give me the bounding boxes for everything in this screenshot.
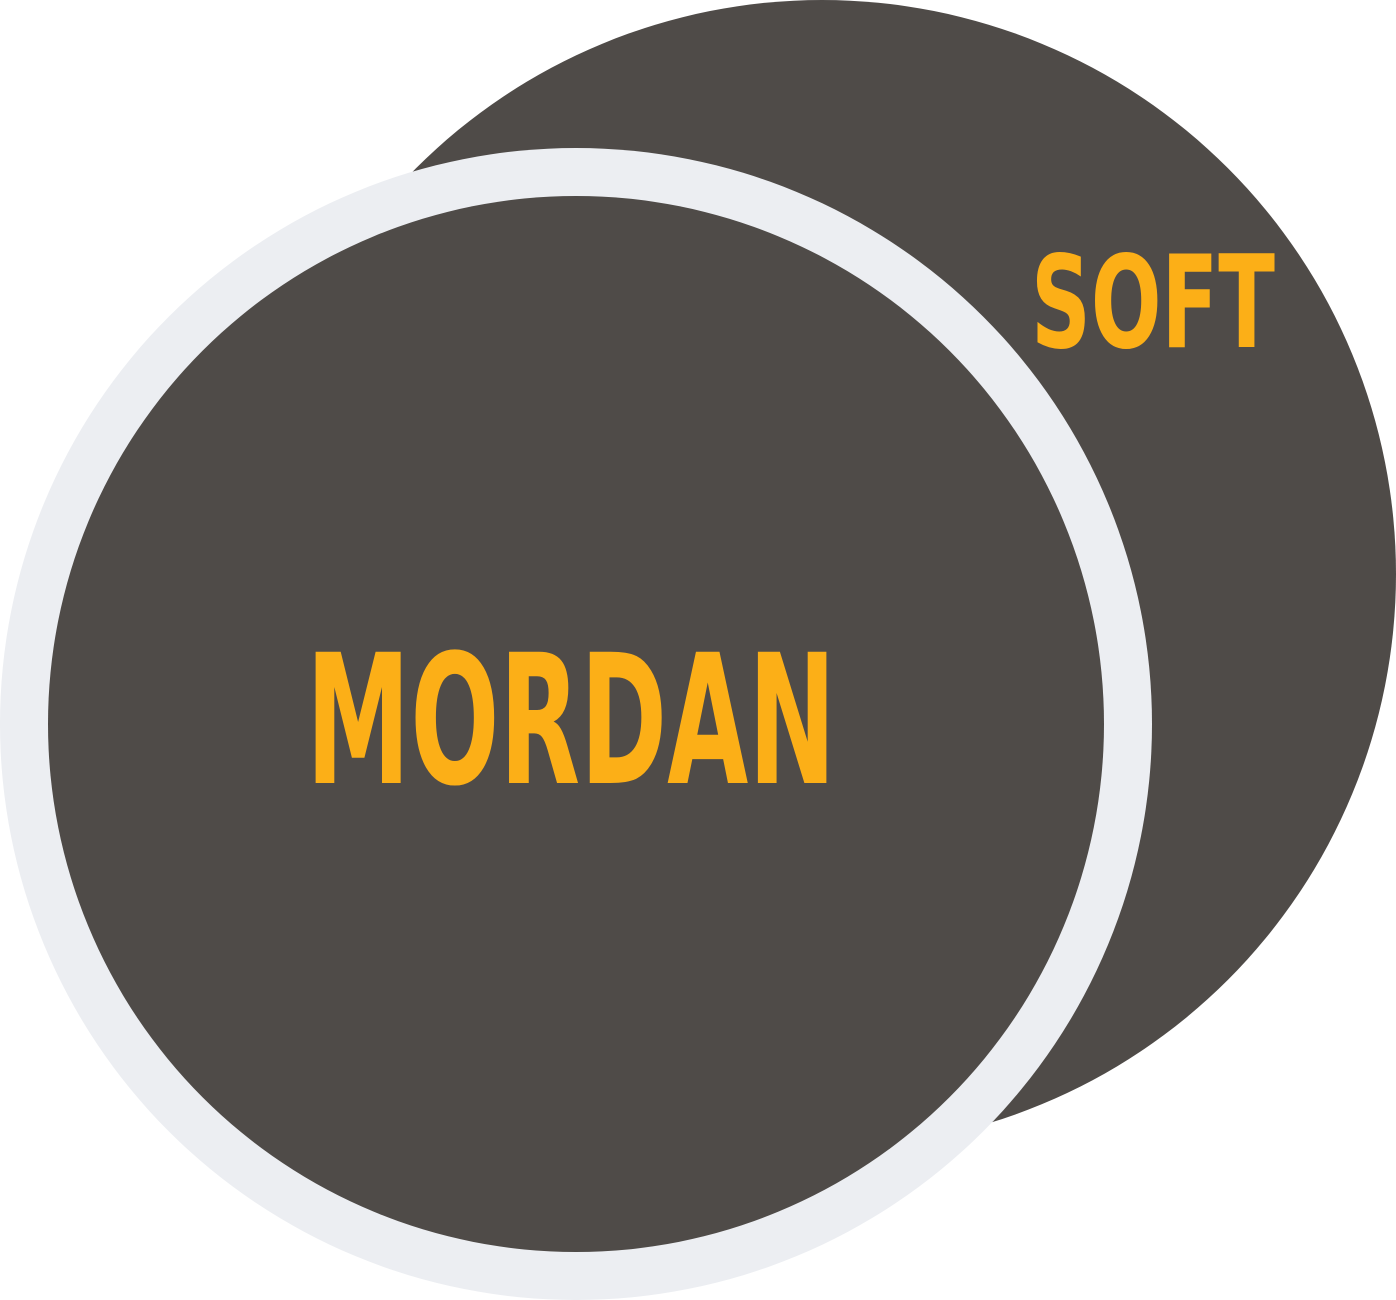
primary-wordmark: MORDAN	[306, 617, 836, 826]
front-circle	[48, 196, 1104, 1252]
secondary-wordmark: SOFT	[1031, 229, 1275, 378]
